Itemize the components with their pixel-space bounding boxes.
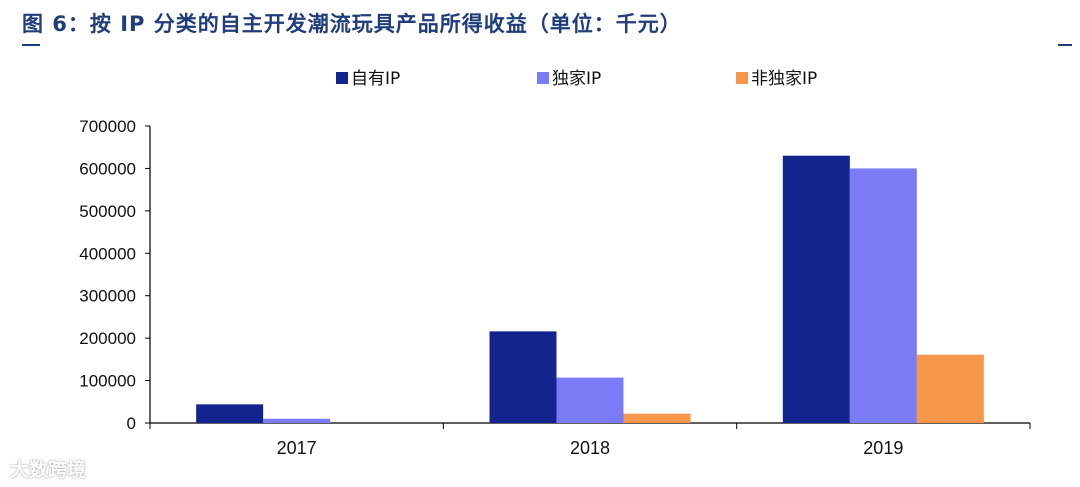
- bar-独家IP-2017: [263, 418, 331, 423]
- x-category-label: 2018: [570, 438, 610, 458]
- bar-非独家IP-2019: [916, 354, 984, 423]
- bar-非独家IP-2018: [623, 413, 691, 423]
- legend-label: 独家IP: [552, 69, 601, 89]
- y-tick-label: 400000: [79, 244, 136, 263]
- y-tick-label: 200000: [79, 329, 136, 348]
- title-rule-right: [1058, 44, 1072, 46]
- title-rule-left: [22, 44, 40, 46]
- y-tick-label: 500000: [79, 202, 136, 221]
- y-tick-label: 600000: [79, 159, 136, 178]
- y-tick-label: 300000: [79, 287, 136, 306]
- legend-label: 非独家IP: [751, 69, 817, 89]
- bar-自有IP-2018: [489, 331, 557, 423]
- legend-label: 自有IP: [351, 69, 400, 89]
- watermark-logo: 大数跨境: [10, 459, 87, 481]
- legend-swatch: [537, 72, 549, 84]
- bar-独家IP-2019: [849, 168, 917, 423]
- bar-独家IP-2018: [556, 377, 624, 423]
- y-tick-label: 700000: [79, 117, 136, 136]
- x-category-label: 2019: [863, 438, 903, 458]
- chart-title: 图 6：按 IP 分类的自主开发潮流玩具产品所得收益（单位：千元）: [22, 12, 682, 36]
- x-category-label: 2017: [277, 438, 317, 458]
- bar-自有IP-2017: [196, 404, 264, 423]
- bar-自有IP-2019: [782, 155, 850, 423]
- legend-swatch: [736, 72, 748, 84]
- legend-swatch: [336, 72, 348, 84]
- y-tick-label: 0: [127, 414, 136, 433]
- y-tick-label: 100000: [79, 372, 136, 391]
